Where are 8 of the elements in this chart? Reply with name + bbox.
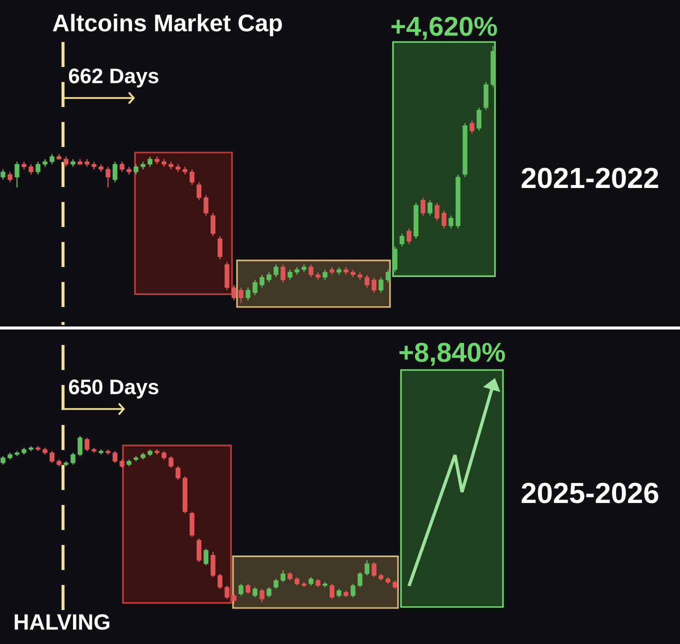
text: +4,620% (391, 16, 497, 40)
annotation: 662 Days (68, 68, 158, 88)
text: +8,840% (399, 342, 505, 366)
text: 2025-2026 (522, 482, 658, 504)
chart-title: Altcoins Market Cap (52, 14, 282, 36)
text: 650 Days (68, 379, 158, 399)
text: HALVING (14, 614, 110, 630)
text: 2021-2022 (522, 168, 658, 188)
